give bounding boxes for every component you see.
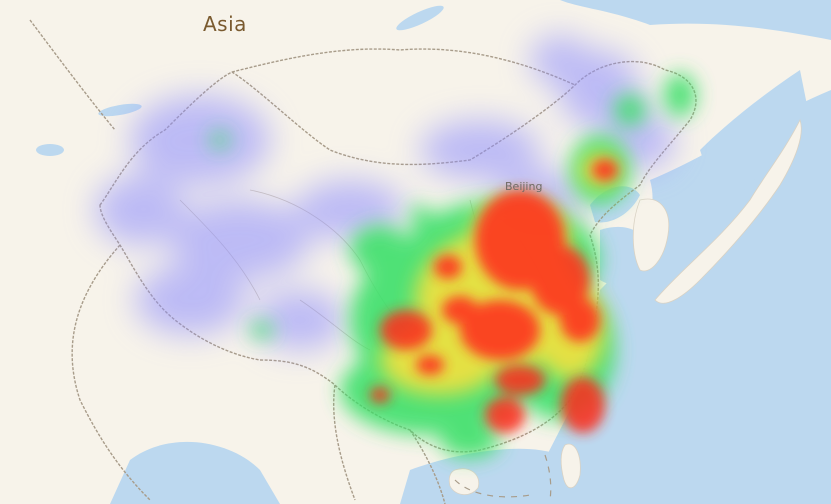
lake-baikal [396,5,444,31]
arctic-edge [560,0,831,40]
heat-layer-low [95,35,675,350]
bay-of-bengal [110,441,280,504]
vietnam-border [409,429,446,504]
lake-balkhash [98,103,142,117]
mongolia-border [231,48,576,86]
korean-peninsula [632,198,670,272]
china-border [99,60,697,453]
land-layer [448,118,802,495]
sea-of-japan [700,70,810,210]
heat-layer-high [370,159,618,433]
japan-island [654,118,802,304]
hainan-island [448,468,480,495]
kazakh-border [29,19,116,131]
lake-small-1 [36,144,64,156]
myanmar-border [333,384,356,501]
taiwan-island [560,443,581,489]
south-china-sea [400,448,560,504]
sea-boundary [454,454,552,501]
borders-layer [29,19,697,504]
india-border [71,244,151,501]
